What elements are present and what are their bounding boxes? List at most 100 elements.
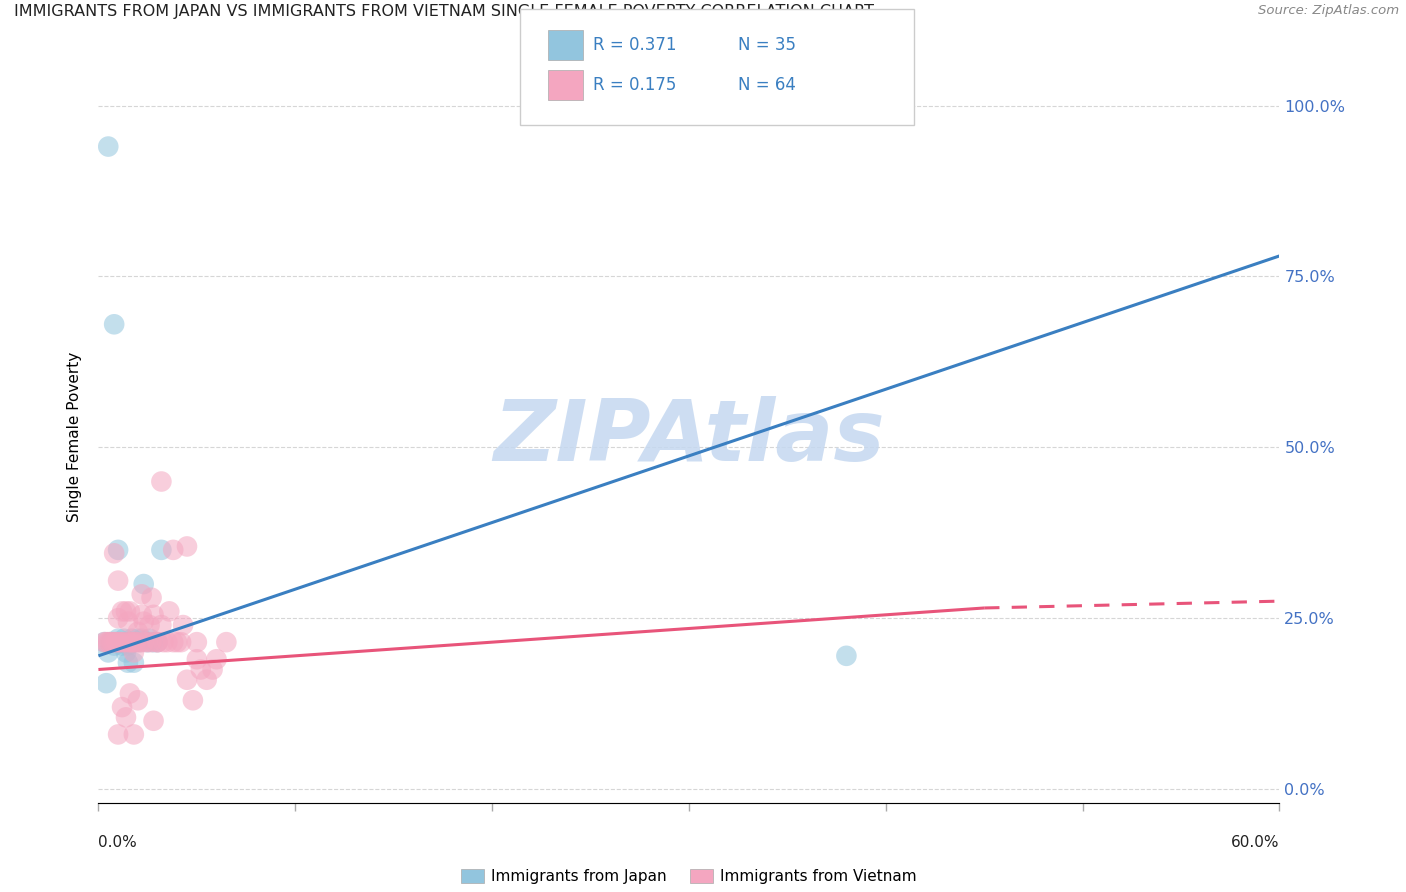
Point [117, 639, 139, 653]
Point [122, 635, 145, 649]
Point [142, 635, 165, 649]
Text: N = 35: N = 35 [738, 36, 796, 54]
Point [103, 318, 125, 332]
Point [181, 693, 204, 707]
Point [101, 635, 124, 649]
Point [97, 635, 120, 649]
Point [108, 635, 131, 649]
Point [122, 656, 145, 670]
Point [107, 632, 129, 646]
Point [107, 611, 129, 625]
Point [121, 635, 143, 649]
Point [112, 635, 135, 649]
Point [186, 652, 208, 666]
Point [190, 663, 212, 677]
Point [121, 632, 143, 646]
Point [107, 727, 129, 741]
Point [125, 635, 148, 649]
Point [170, 635, 193, 649]
Point [166, 635, 188, 649]
Point [136, 635, 159, 649]
Point [176, 540, 198, 554]
Point [122, 645, 145, 659]
Point [172, 618, 194, 632]
Point [127, 632, 149, 646]
Point [103, 639, 125, 653]
Point [131, 607, 153, 622]
Point [117, 635, 139, 649]
Point [142, 714, 165, 728]
Point [93, 635, 115, 649]
Point [115, 645, 138, 659]
Point [131, 587, 153, 601]
Text: N = 64: N = 64 [738, 76, 796, 94]
Text: 0.0%: 0.0% [98, 836, 138, 850]
Point [146, 635, 169, 649]
Text: R = 0.175: R = 0.175 [593, 76, 676, 94]
Point [122, 635, 145, 649]
Point [835, 648, 858, 663]
Point [146, 635, 169, 649]
Point [146, 635, 169, 649]
Point [97, 139, 120, 153]
Point [111, 639, 134, 653]
Point [115, 604, 138, 618]
Point [93, 635, 115, 649]
Text: Source: ZipAtlas.com: Source: ZipAtlas.com [1258, 4, 1399, 18]
Point [176, 673, 198, 687]
Point [215, 635, 238, 649]
Point [108, 635, 131, 649]
Point [107, 542, 129, 557]
Point [150, 618, 173, 632]
Point [128, 635, 150, 649]
Point [132, 577, 155, 591]
Point [162, 635, 184, 649]
Point [98, 635, 121, 649]
Point [111, 604, 134, 618]
Point [105, 635, 128, 649]
Text: R = 0.371: R = 0.371 [593, 36, 676, 54]
Point [111, 635, 134, 649]
Text: ZIPAtlas: ZIPAtlas [494, 395, 884, 479]
Point [111, 700, 134, 714]
Point [117, 656, 139, 670]
Point [117, 635, 139, 649]
Point [118, 686, 141, 700]
Point [122, 727, 145, 741]
Point [141, 635, 163, 649]
Point [118, 604, 141, 618]
Point [118, 635, 141, 649]
Point [131, 632, 153, 646]
Text: 60.0%: 60.0% [1232, 836, 1279, 850]
Point [96, 635, 118, 649]
Point [98, 635, 121, 649]
Point [125, 635, 148, 649]
Point [101, 635, 124, 649]
Point [136, 635, 159, 649]
Point [115, 710, 138, 724]
Point [201, 663, 224, 677]
Point [138, 618, 160, 632]
Point [107, 635, 129, 649]
Point [96, 676, 118, 690]
Point [156, 635, 179, 649]
Point [97, 645, 120, 659]
Point [150, 542, 173, 557]
Point [142, 607, 165, 622]
Point [105, 635, 128, 649]
Point [152, 635, 174, 649]
Point [138, 632, 160, 646]
Legend: Immigrants from Japan, Immigrants from Vietnam: Immigrants from Japan, Immigrants from V… [454, 863, 924, 890]
Point [162, 542, 184, 557]
Point [186, 635, 208, 649]
Y-axis label: Single Female Poverty: Single Female Poverty [67, 352, 83, 522]
Point [127, 624, 149, 639]
Point [111, 635, 134, 649]
Point [150, 475, 173, 489]
Point [118, 635, 141, 649]
Point [103, 635, 125, 649]
Point [128, 635, 150, 649]
Point [157, 604, 180, 618]
Point [107, 574, 129, 588]
Point [112, 632, 135, 646]
